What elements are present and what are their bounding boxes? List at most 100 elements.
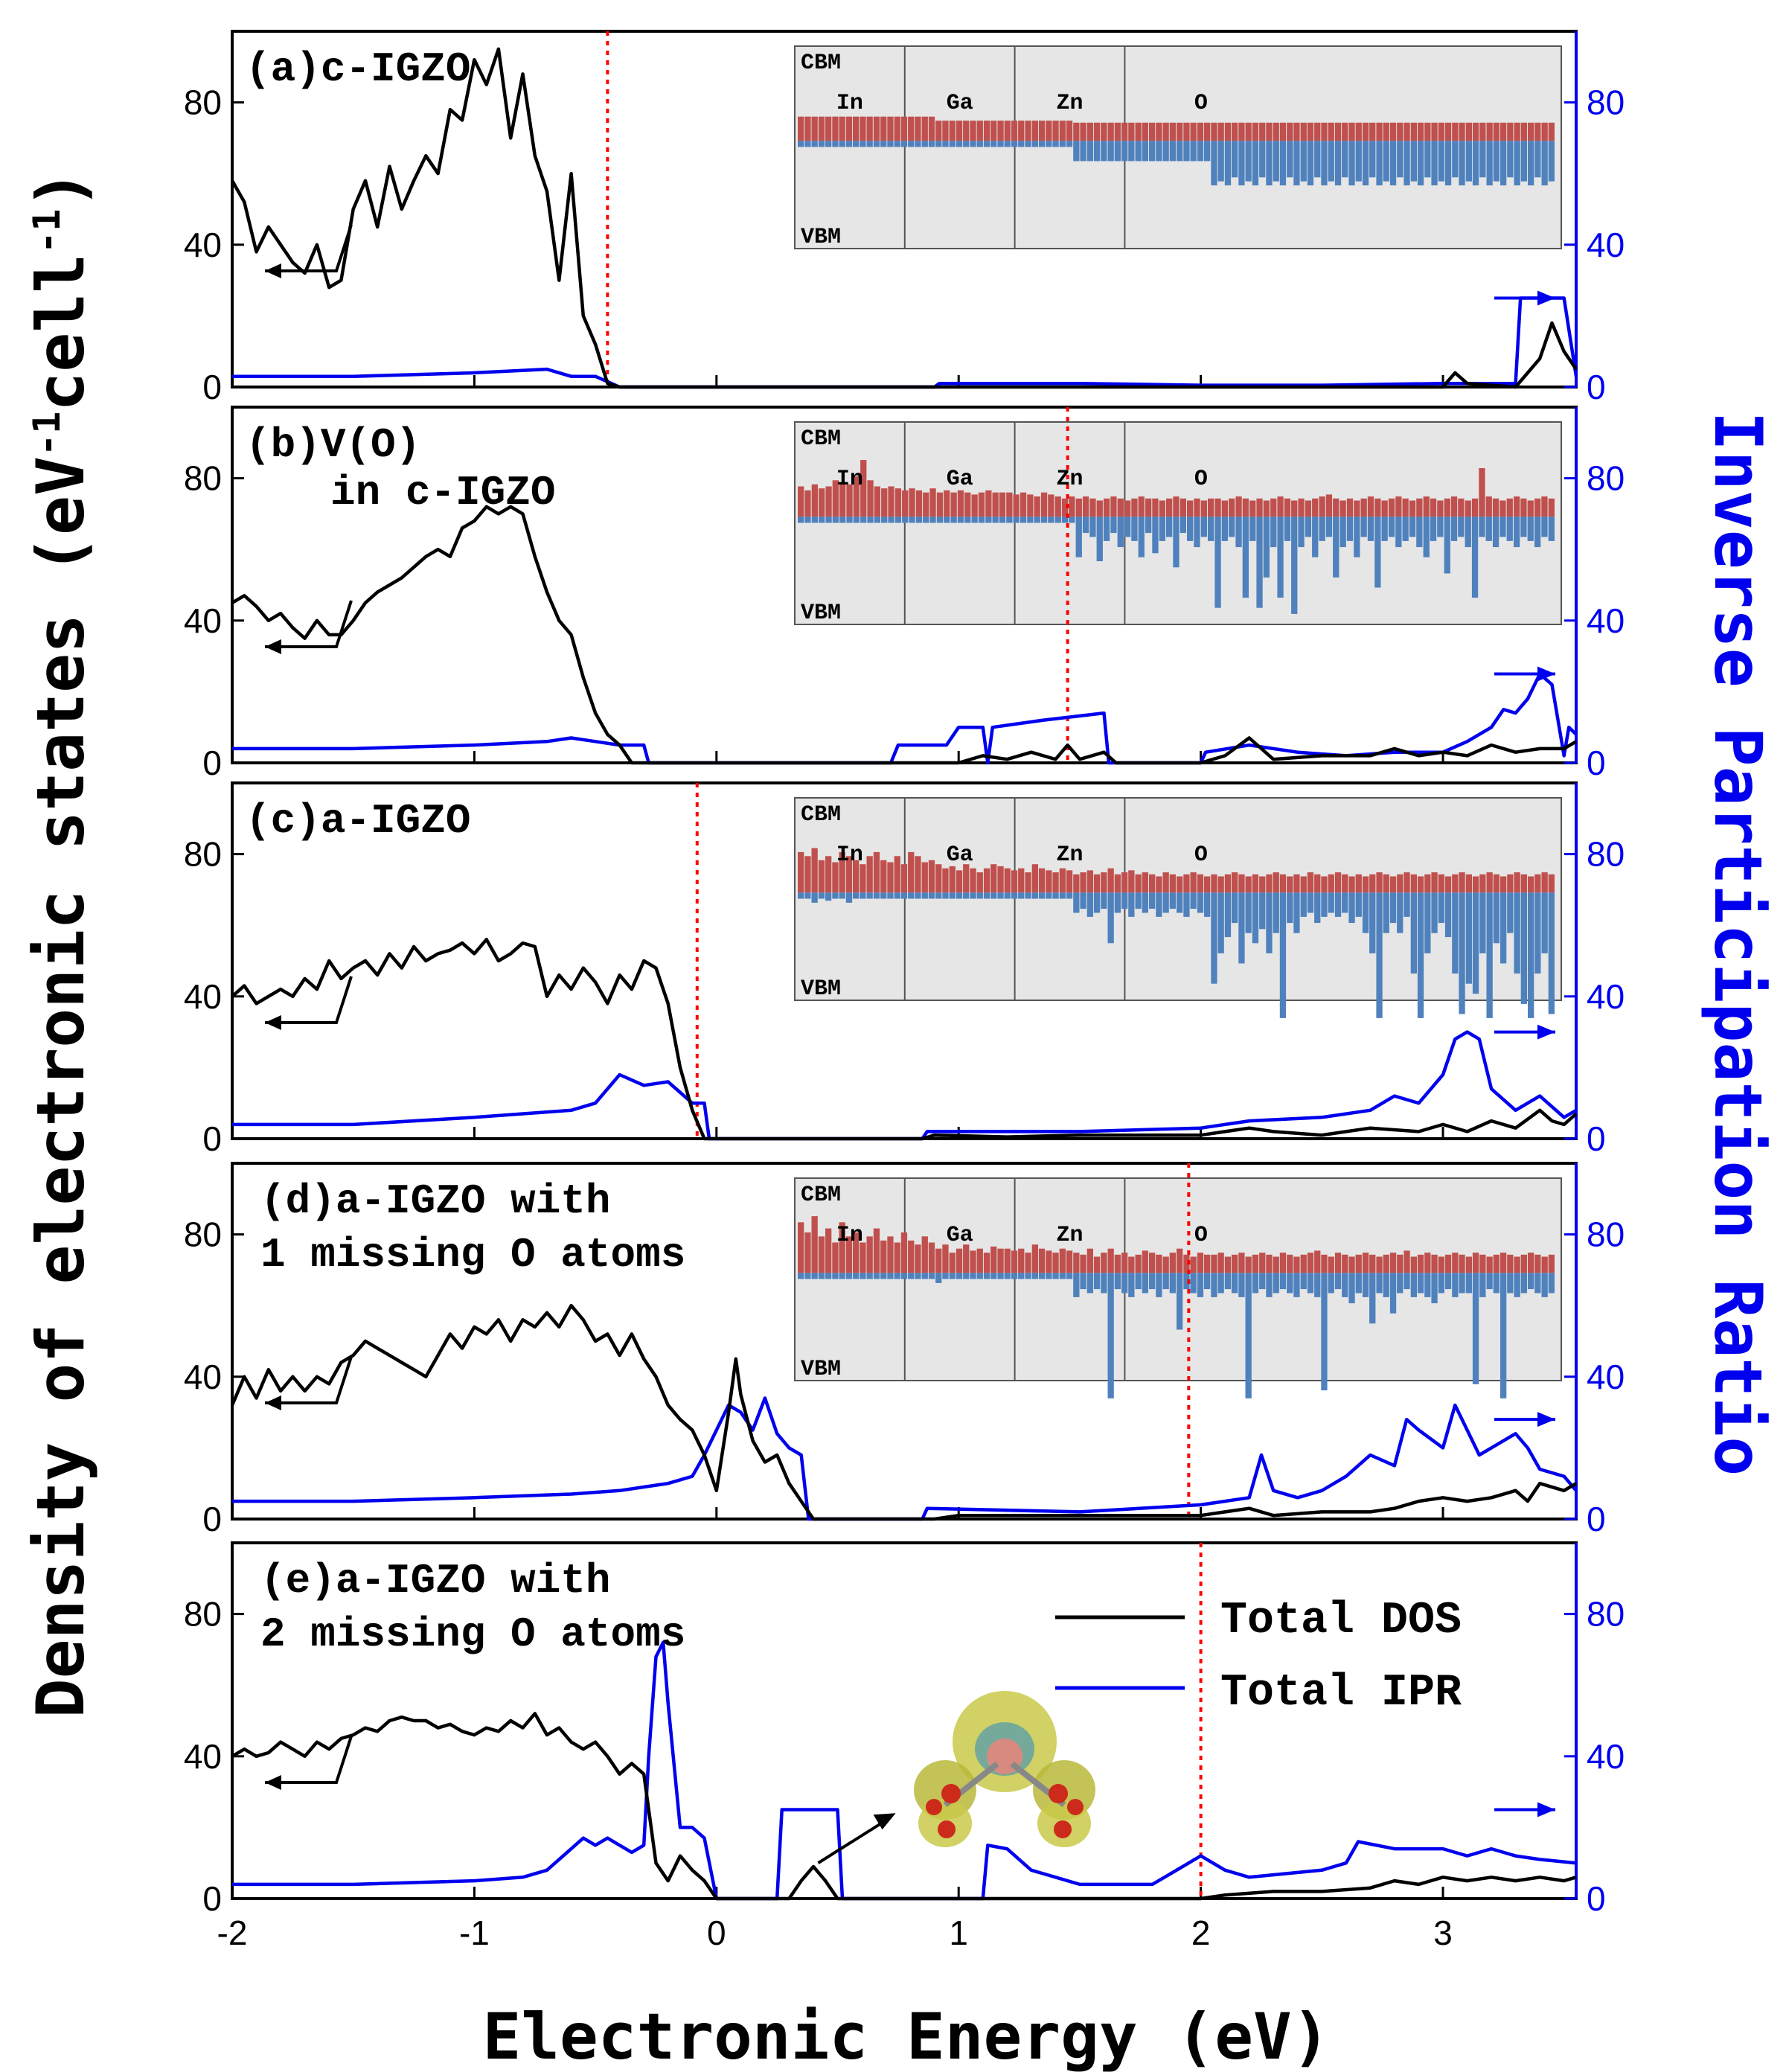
inset-bar-up [1217, 876, 1224, 893]
left-tick-label: 40 [184, 977, 222, 1016]
inset-bar-down [1472, 892, 1479, 994]
right-tick-label: 80 [1587, 459, 1625, 498]
inset-bar-down [902, 517, 909, 523]
panel-label: (d)a-IGZO with [260, 1177, 610, 1225]
inset-bar-up [1520, 1254, 1527, 1273]
inset-bar-up [1059, 121, 1066, 141]
dos-series-line [231, 505, 1578, 765]
inset-bar-up [866, 1236, 873, 1273]
inset-bar-up [1548, 874, 1555, 893]
inset-bar-down [950, 517, 957, 523]
inset-bar-down [881, 517, 888, 523]
inset-bar-up [915, 116, 921, 141]
inset-bar-up [935, 864, 942, 893]
inset-bar-down [990, 141, 997, 147]
inset-bar-down [1397, 1273, 1403, 1294]
inset-bar-down [1110, 517, 1117, 534]
inset-bar-down [1232, 141, 1238, 178]
inset-bar-down [915, 1273, 921, 1279]
inset-bar-down [1114, 1273, 1121, 1290]
inset-bar-down [1431, 892, 1438, 933]
inset-bar-up [1075, 498, 1082, 517]
dos-series-line [231, 47, 1578, 389]
left-tick-label: 40 [184, 226, 222, 264]
inset-bar-down [1031, 892, 1038, 899]
inset-bar-up [1214, 498, 1221, 517]
inset-bar-up [1124, 500, 1131, 517]
inset-bar-up [1066, 1250, 1073, 1273]
inset-bar-up [1321, 876, 1328, 893]
inset-bar-up [881, 488, 888, 517]
inset-group-label: O [1194, 91, 1208, 116]
inset-bar-up [1354, 500, 1360, 517]
inset-bar-down [1149, 1273, 1156, 1290]
inset-bar-up [1069, 496, 1075, 517]
inset-bar-down [978, 517, 985, 523]
inset-bar-down [1342, 141, 1348, 178]
inset-bar-down [1020, 517, 1027, 523]
inset-bar-up [1410, 874, 1417, 893]
inset-bar-down [1376, 1273, 1383, 1294]
ipr-series-line [232, 1640, 1577, 1901]
inset-bar-up [1204, 122, 1211, 141]
inset-bar-down [1018, 141, 1025, 147]
inset-bar-down [1548, 892, 1555, 1014]
inset-bar-down [963, 892, 970, 899]
inset-bar-down [1348, 892, 1355, 924]
inset-bar-down [1325, 517, 1333, 537]
inset-bar-up [811, 848, 818, 893]
inset-bar-down [1376, 892, 1383, 1018]
inset-bar-up [1245, 1256, 1252, 1273]
inset-bar-down [1080, 141, 1086, 162]
inset-bar-down [1423, 517, 1430, 557]
x-tick-labels: -2 -1 0 1 2 3 [217, 1913, 1453, 1952]
inset-bar-up [866, 116, 873, 141]
right-tick-label: 40 [1587, 601, 1625, 640]
inset-bar-up [853, 1232, 860, 1273]
inset-bar-down [1183, 892, 1190, 917]
inset-bar-up [1507, 874, 1514, 893]
inset-bar-up [818, 116, 825, 141]
inset-bar-down [1266, 1273, 1273, 1297]
inset-bar-down [1376, 141, 1383, 186]
inset-bar-down [1046, 141, 1052, 147]
inset-bar-up [1459, 872, 1465, 893]
panel-c: 0 0 40 40 80 80 CBM VBM In Ga Zn O (c)a-IGZO [184, 781, 1625, 1158]
dos-series-line [230, 1303, 1578, 1521]
inset-bar-up [1395, 496, 1402, 517]
inset-bar-down [1328, 1273, 1334, 1294]
inset-bar-up [1252, 1254, 1259, 1273]
inset-bar-up [1066, 870, 1073, 893]
inset-bar-down [1006, 517, 1013, 523]
inset-bar-down [1388, 517, 1395, 537]
inset-bar-up [811, 116, 818, 141]
inset-bar-up [1528, 122, 1534, 141]
inset-bar-up [1149, 122, 1156, 141]
inset-bar-down [811, 517, 818, 523]
inset-bar-down [1156, 892, 1162, 917]
inset-bar-down [1383, 1273, 1389, 1297]
inset-bar-up [1162, 1256, 1169, 1273]
inset-bar-down [1479, 1273, 1486, 1297]
inset-group-label: In [836, 91, 863, 116]
inset-bar-down [928, 141, 935, 147]
inset-bar-up [963, 864, 970, 893]
panel-label: (a)c-IGZO [246, 45, 470, 93]
inset-bar-down [1204, 1273, 1211, 1290]
inset-bar-up [1534, 874, 1541, 893]
inset-bar-down [1472, 141, 1479, 186]
inset-bar-down [1093, 141, 1101, 162]
inset-bar-up [1342, 122, 1348, 141]
inset-bar-down [1040, 517, 1048, 523]
inset-bar-up [1389, 122, 1397, 141]
inset-bar-up [1018, 121, 1025, 141]
inset-bar-down [1180, 517, 1186, 534]
inset-bar-down [1300, 1273, 1307, 1290]
x-tick-label: -2 [217, 1913, 248, 1952]
inset-bar-down [1093, 892, 1101, 913]
inset-bar-up [1403, 1250, 1410, 1273]
inset-bar-up [1183, 1254, 1190, 1273]
inset-bar-down [1348, 141, 1355, 186]
dos-axis-arrow-lead [327, 224, 353, 272]
inset-bar-up [825, 856, 832, 893]
